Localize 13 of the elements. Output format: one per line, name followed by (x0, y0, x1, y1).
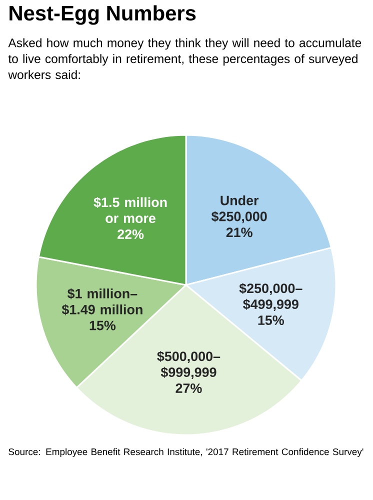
slice-label: Under $250,000 (211, 195, 267, 224)
data-label: 15% (258, 315, 284, 325)
data-label: 15% (90, 320, 116, 330)
slice-label: $1.5 million or more (94, 196, 167, 224)
data-label: 21% (226, 228, 252, 238)
slice-label: $500,000–$999,999 (157, 350, 220, 379)
data-label: 22% (118, 229, 144, 239)
chart-title: Nest-Egg Numbers (10, 5, 196, 25)
chart-subtitle: Asked how much money they think they will need to accumulate to live comfortably in retirement, these percentages of surveyed workers said: (8, 38, 362, 80)
source-note: Source: Employee Benefit Research Institute, '2017 Retirement Confidence Survey' (8, 448, 364, 458)
data-label: 27% (176, 383, 202, 393)
slice-label: $250,000–$499,999 (239, 282, 302, 311)
slice-label: $1 million–$1.49 million (62, 288, 142, 316)
